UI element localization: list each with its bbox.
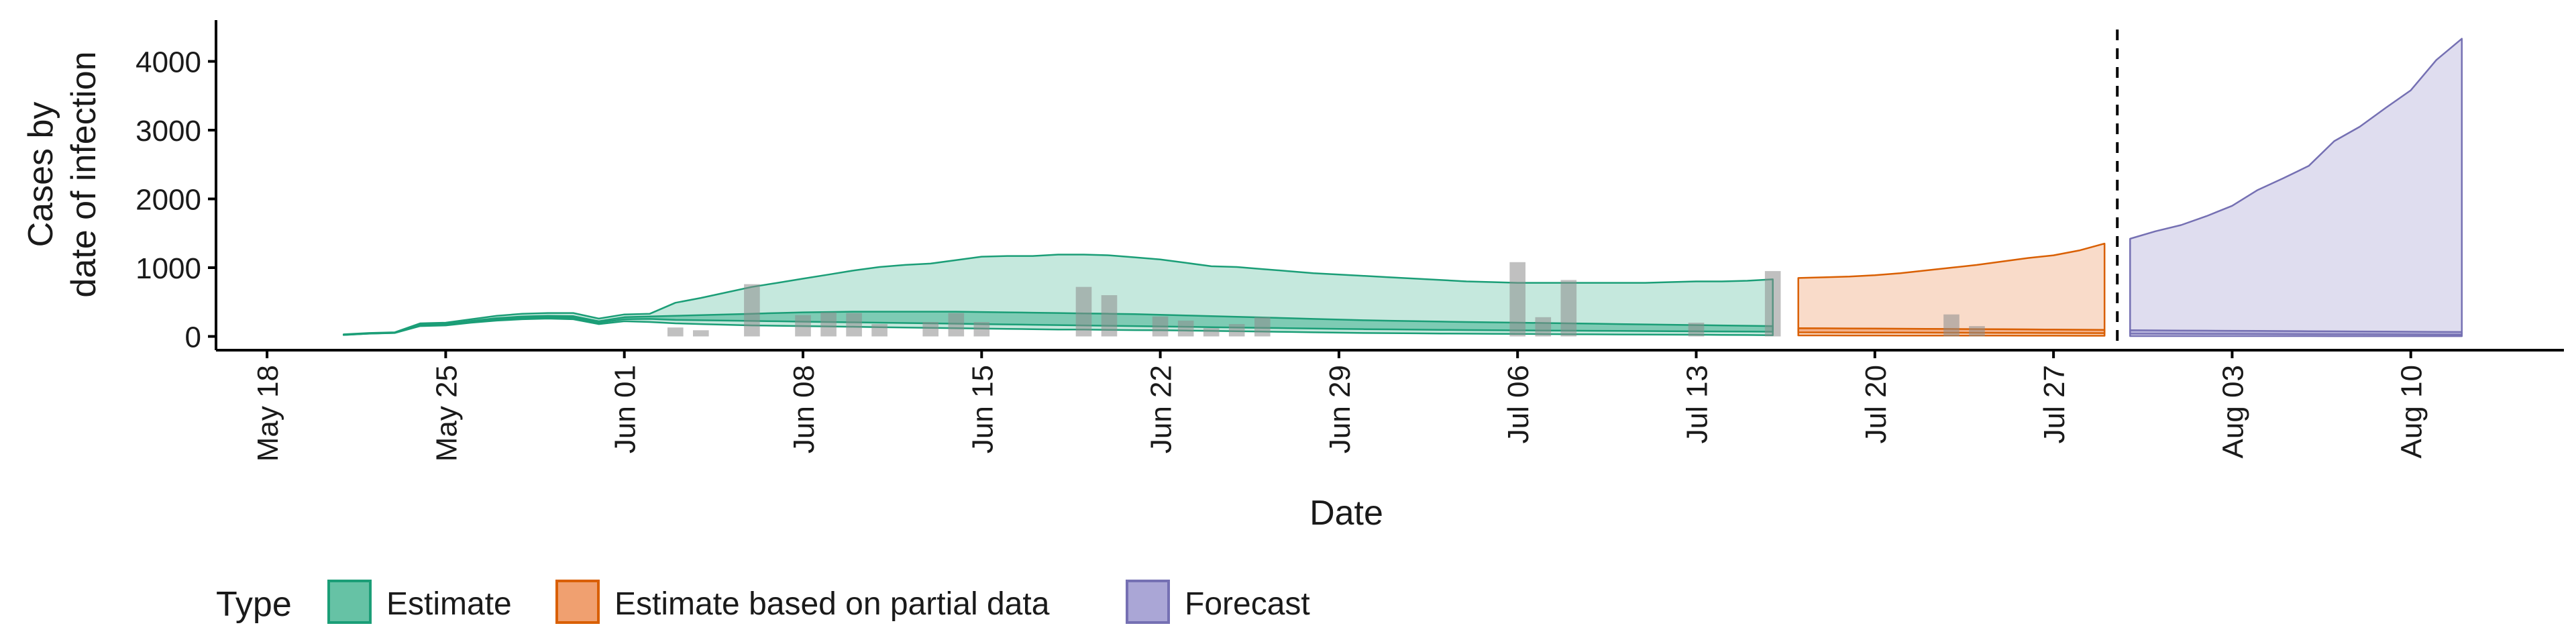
y-axis: 0 1000 2000 3000 4000 bbox=[136, 20, 217, 354]
reported-case-bar bbox=[820, 312, 837, 337]
reported-case-bar bbox=[1764, 271, 1781, 337]
reported-case-bar bbox=[1228, 324, 1245, 337]
x-tick-label: Jul 06 bbox=[1502, 365, 1535, 443]
x-tick-label: Jul 13 bbox=[1681, 365, 1714, 443]
estimate-based-on-partial-data-outer-band bbox=[1797, 242, 2106, 337]
x-tick-label: May 18 bbox=[252, 365, 284, 462]
reported-case-bar bbox=[973, 322, 990, 337]
forecast-inner-band bbox=[2129, 329, 2463, 335]
x-tick-label: Aug 10 bbox=[2396, 365, 2428, 458]
reported-case-bar bbox=[1560, 280, 1577, 337]
legend: Type Estimate Estimate based on partial d… bbox=[216, 580, 1310, 624]
reported-case-bar bbox=[1101, 295, 1118, 337]
x-tick-label: Jul 27 bbox=[2038, 365, 2071, 443]
reported-case-bar bbox=[1152, 316, 1169, 337]
reported-case-bar bbox=[1969, 326, 1985, 337]
legend-label: Estimate based on partial data bbox=[614, 586, 1050, 622]
y-axis-title-line-1: Cases by bbox=[21, 102, 60, 248]
reported-case-bar bbox=[744, 284, 760, 337]
reported-case-bar bbox=[1509, 262, 1525, 337]
x-axis-title: Date bbox=[1309, 494, 1383, 533]
x-tick-label: Jun 15 bbox=[966, 365, 999, 453]
legend-swatch bbox=[327, 580, 372, 624]
reported-case-bar bbox=[1075, 286, 1092, 337]
reported-case-bar bbox=[667, 327, 684, 337]
plot-area bbox=[342, 30, 2463, 350]
reported-case-bar bbox=[1535, 317, 1552, 337]
x-tick-label: May 25 bbox=[430, 365, 463, 462]
reported-case-bar bbox=[1203, 328, 1220, 337]
x-tick-label: Jun 01 bbox=[609, 365, 642, 453]
y-tick-label: 1000 bbox=[136, 252, 201, 285]
x-tick-label: Jun 22 bbox=[1145, 365, 1178, 453]
reported-case-bar bbox=[922, 322, 938, 337]
reported-case-bar bbox=[846, 313, 862, 337]
legend-swatch bbox=[1126, 580, 1170, 624]
reported-case-bar bbox=[1688, 323, 1705, 337]
reported-case-bar bbox=[1177, 320, 1194, 337]
legend-title: Type bbox=[216, 585, 292, 624]
y-tick-label: 0 bbox=[185, 321, 201, 354]
x-tick-label: Jul 20 bbox=[1860, 365, 1892, 443]
x-tick-label: Jun 08 bbox=[788, 365, 820, 453]
y-axis-title-line-2: date of infection bbox=[64, 51, 103, 297]
reported-case-bar bbox=[1254, 317, 1271, 337]
forecast-outer-band bbox=[2129, 38, 2463, 337]
reported-case-bar bbox=[871, 324, 888, 337]
legend-label: Estimate bbox=[386, 586, 512, 622]
legend-label: Forecast bbox=[1185, 586, 1310, 622]
y-tick-label: 2000 bbox=[136, 184, 201, 217]
reported-case-bar bbox=[795, 315, 811, 337]
legend-swatch bbox=[555, 580, 600, 624]
y-tick-label: 3000 bbox=[136, 115, 201, 148]
x-tick-label: Aug 03 bbox=[2216, 365, 2249, 458]
y-tick-label: 4000 bbox=[136, 46, 201, 79]
x-axis: May 18 May 25 Jun 01 Jun 08 Jun 15 Jun 22 Jun … bbox=[216, 349, 2564, 462]
reported-case-bar bbox=[948, 313, 965, 337]
reported-case-bar bbox=[693, 330, 709, 337]
x-tick-label: Jun 29 bbox=[1324, 365, 1356, 453]
reported-case-bar bbox=[1943, 314, 1960, 337]
y-axis-title: Cases by date of infection bbox=[21, 51, 103, 297]
